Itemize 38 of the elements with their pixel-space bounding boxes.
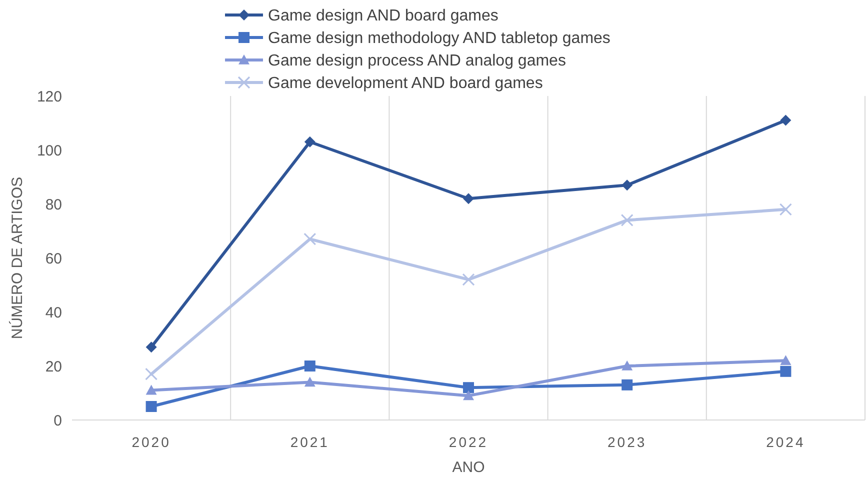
y-tick-label: 0 (54, 412, 62, 430)
x-tick-label: 2020 (132, 434, 171, 450)
point (304, 232, 316, 246)
point (463, 382, 474, 394)
point (622, 360, 633, 370)
y-tick-label: 60 (45, 250, 62, 268)
point (146, 342, 157, 353)
y-tick-label: 100 (36, 142, 62, 160)
point (145, 368, 158, 380)
x-tick-label: 2021 (290, 434, 330, 450)
legend-label: Game development AND board games (268, 75, 543, 92)
point (462, 273, 475, 286)
legend-label: Game design methodology AND tabletop games (268, 30, 610, 48)
y-tick-label: 80 (45, 196, 62, 214)
point (779, 203, 792, 216)
y-tick-label: 20 (45, 358, 62, 376)
legend-label: Game design process AND analog games (268, 52, 566, 70)
x-axis-title: ANO (452, 459, 485, 476)
point (620, 214, 634, 226)
point (146, 384, 157, 395)
y-tick-label: 120 (36, 88, 62, 106)
point (463, 193, 474, 204)
x-tick-label: 2022 (448, 434, 488, 450)
point (463, 390, 474, 400)
point (304, 360, 316, 372)
point (622, 180, 633, 191)
point (780, 355, 792, 365)
point (780, 114, 792, 126)
legend-label: Game design AND board games (268, 8, 498, 25)
y-axis-title: NÚMERO DE ARTIGOS (8, 176, 26, 340)
y-tick-label: 40 (45, 304, 62, 322)
point (146, 401, 157, 412)
point (304, 136, 316, 148)
point (780, 366, 792, 377)
x-tick-label: 2023 (608, 434, 647, 450)
point (622, 379, 633, 390)
x-tick-label: 2024 (766, 434, 806, 450)
point (304, 376, 316, 387)
